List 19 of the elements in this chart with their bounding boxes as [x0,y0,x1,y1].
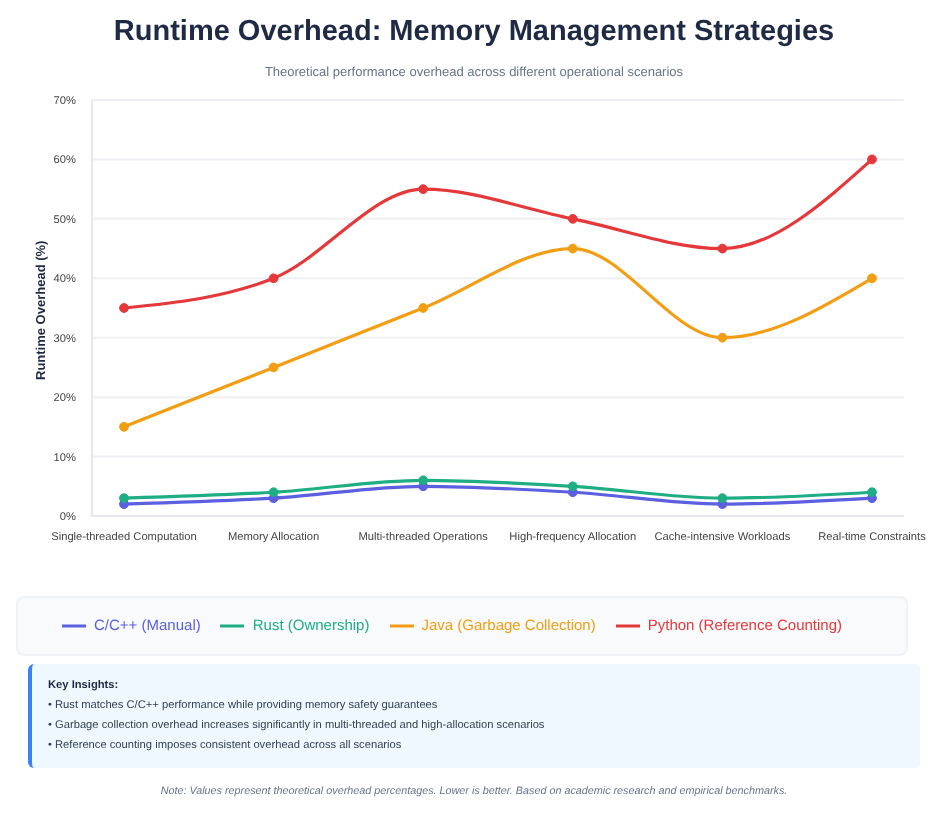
point [717,332,728,343]
point [268,362,279,373]
point [268,273,279,284]
point [418,475,429,486]
point [418,184,429,195]
point [867,273,877,284]
point [119,421,129,432]
chart-title: Runtime Overhead: Memory Management Strategies [111,16,837,48]
point [717,493,728,504]
point [717,243,728,254]
point [119,493,129,504]
point [867,154,877,165]
point [567,243,578,254]
point [567,213,578,224]
point [119,303,129,313]
point [418,303,429,313]
point [567,481,578,492]
point [268,487,279,498]
point [867,487,877,498]
